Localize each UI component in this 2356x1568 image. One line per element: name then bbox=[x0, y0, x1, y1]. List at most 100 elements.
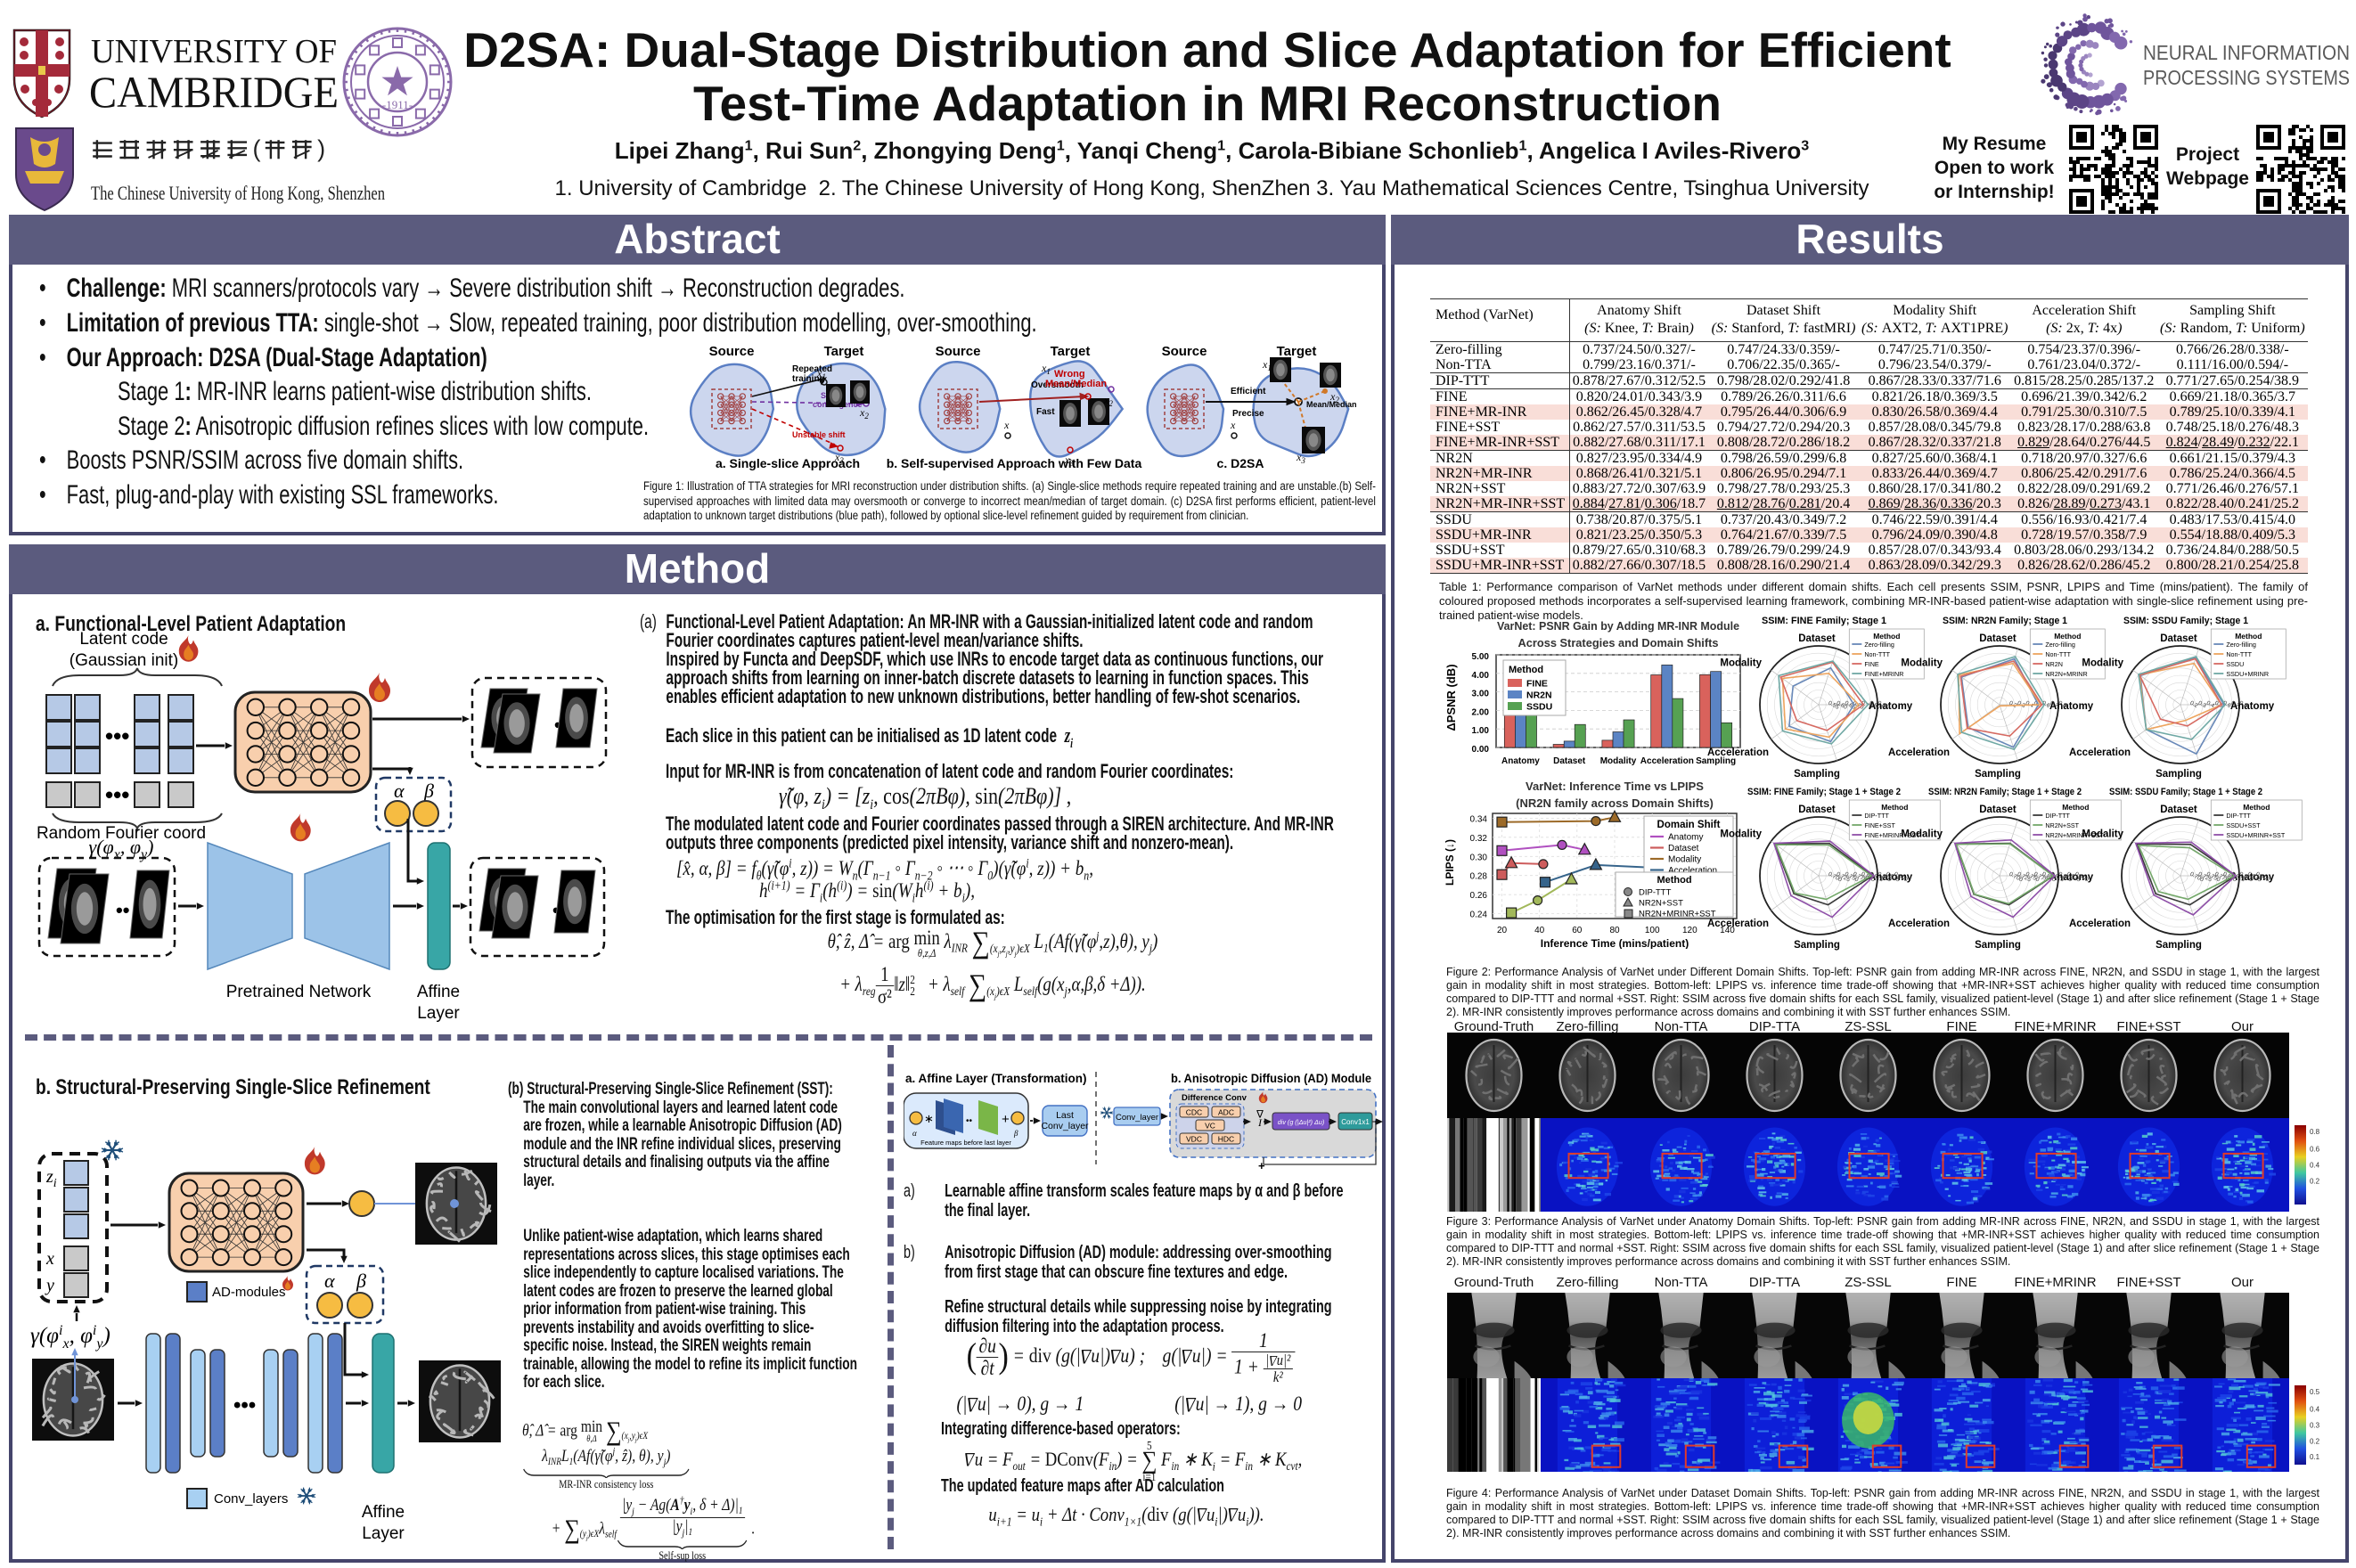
svg-text:0.8: 0.8 bbox=[2057, 700, 2068, 710]
svg-text:Acceleration: Acceleration bbox=[2069, 747, 2131, 758]
svg-text:SSIM: FINE Family; Stage 1: SSIM: FINE Family; Stage 1 bbox=[1762, 616, 1886, 626]
svg-text:VC: VC bbox=[1205, 1122, 1215, 1131]
svg-text:DIP-TTT: DIP-TTT bbox=[2045, 812, 2070, 820]
svg-text:Domain Shift: Domain Shift bbox=[1657, 820, 1721, 830]
svg-text:Target: Target bbox=[824, 345, 864, 359]
svg-text:Sampling: Sampling bbox=[2156, 769, 2202, 780]
svg-text:Dataset: Dataset bbox=[1553, 756, 1586, 766]
svg-text:div (g (|Δu|²) Δu): div (g (|Δu|²) Δu) bbox=[1278, 1118, 1325, 1126]
svg-text:2.00: 2.00 bbox=[1472, 707, 1490, 717]
svg-text:Δ: Δ bbox=[1256, 1107, 1264, 1120]
svg-text:Dataset: Dataset bbox=[2160, 804, 2197, 815]
svg-text:Acceleration: Acceleration bbox=[2069, 919, 2131, 929]
svg-text:NR2N: NR2N bbox=[2045, 660, 2063, 668]
svg-text:Mean/Median: Mean/Median bbox=[1045, 379, 1107, 389]
svg-text:Dataset: Dataset bbox=[1979, 804, 2017, 815]
svg-text:5.00: 5.00 bbox=[1472, 652, 1490, 662]
svg-text:Anatomy: Anatomy bbox=[1668, 833, 1703, 843]
svg-text:80: 80 bbox=[1609, 926, 1620, 935]
svg-text:UNIVERSITY OF: UNIVERSITY OF bbox=[91, 33, 337, 70]
svg-text:a. Affine Layer (Transformatio: a. Affine Layer (Transformation) bbox=[905, 1072, 1087, 1085]
svg-text:SSIM: SSDU Family; Stage 1: SSIM: SSDU Family; Stage 1 bbox=[2123, 616, 2248, 626]
svg-text:b. Self-supervised Approach wi: b. Self-supervised Approach with Few Dat… bbox=[887, 456, 1142, 470]
svg-text:NR2N+MRINR+SST: NR2N+MRINR+SST bbox=[1639, 910, 1716, 919]
svg-text:FINE: FINE bbox=[1526, 679, 1548, 690]
svg-text:DIP-TTT: DIP-TTT bbox=[1864, 812, 1889, 820]
svg-text:NR2N: NR2N bbox=[1526, 690, 1552, 701]
svg-text:Acceleration: Acceleration bbox=[1888, 747, 1950, 758]
svg-text:Unstable shift: Unstable shift bbox=[792, 430, 846, 439]
svg-text:): ) bbox=[317, 135, 325, 162]
svg-text:Zero-filling: Zero-filling bbox=[1864, 641, 1894, 649]
svg-text:Method: Method bbox=[1873, 632, 1900, 641]
svg-text:Anatomy: Anatomy bbox=[1869, 872, 1913, 883]
svg-text:Source: Source bbox=[936, 345, 981, 359]
svg-text:60: 60 bbox=[1572, 926, 1583, 935]
svg-text:Oversmooth: Oversmooth bbox=[1031, 380, 1084, 390]
svg-text:Modality: Modality bbox=[1720, 829, 1762, 839]
svg-text:x3: x3 bbox=[834, 451, 844, 465]
svg-text:I: I bbox=[1257, 1116, 1263, 1129]
svg-text:Layer: Layer bbox=[417, 1004, 460, 1023]
svg-text:0.2: 0.2 bbox=[2310, 1177, 2320, 1185]
svg-text:Method: Method bbox=[1509, 665, 1543, 675]
svg-text:Acceleration: Acceleration bbox=[1707, 747, 1769, 758]
svg-text:Method: Method bbox=[2054, 632, 2081, 641]
svg-text:Wrong: Wrong bbox=[1054, 369, 1085, 380]
svg-text:(NR2N family across Domain Shi: (NR2N family across Domain Shifts) bbox=[1516, 796, 1714, 810]
svg-text:SSDU+MRINR+SST: SSDU+MRINR+SST bbox=[2226, 831, 2286, 839]
svg-text:β: β bbox=[1013, 1129, 1018, 1138]
svg-text:0.2: 0.2 bbox=[2188, 700, 2199, 710]
svg-text:Fast: Fast bbox=[1036, 407, 1055, 417]
svg-text:•••: ••• bbox=[105, 781, 129, 808]
svg-text:y: y bbox=[45, 1276, 54, 1295]
svg-text:Sampling: Sampling bbox=[1975, 940, 2021, 951]
svg-text:Repeated: Repeated bbox=[792, 364, 832, 374]
svg-text:Method: Method bbox=[2235, 632, 2262, 641]
svg-text:FINE+MRINR: FINE+MRINR bbox=[1864, 670, 1903, 678]
svg-text:zi: zi bbox=[45, 1167, 57, 1190]
svg-text:SSIM: NR2N Family; Stage 1: SSIM: NR2N Family; Stage 1 bbox=[1943, 616, 2067, 626]
svg-text:Method: Method bbox=[1881, 803, 1908, 812]
svg-text:Inference Time (mins/patient): Inference Time (mins/patient) bbox=[1541, 937, 1689, 949]
svg-text:LPIPS (↓): LPIPS (↓) bbox=[1444, 839, 1456, 886]
svg-text:Anatomy: Anatomy bbox=[1869, 701, 1913, 712]
svg-text:Anatomy: Anatomy bbox=[2049, 872, 2094, 883]
svg-text:x: x bbox=[1003, 419, 1010, 431]
svg-text:Modality: Modality bbox=[2082, 829, 2123, 839]
svg-text:0.8: 0.8 bbox=[2310, 1128, 2320, 1136]
svg-text:Acceleration: Acceleration bbox=[1888, 919, 1950, 929]
svg-text:x1: x1 bbox=[816, 367, 826, 381]
svg-text:x3: x3 bbox=[1064, 453, 1074, 468]
svg-text:Method: Method bbox=[2062, 803, 2089, 812]
svg-text:Zero-filling: Zero-filling bbox=[2226, 641, 2256, 649]
svg-text:Non-TTT: Non-TTT bbox=[1864, 650, 1890, 658]
svg-text:Acceleration: Acceleration bbox=[1668, 866, 1717, 876]
svg-text:Conv_layer: Conv_layer bbox=[1041, 1121, 1089, 1131]
svg-text:AD-modules: AD-modules bbox=[212, 1285, 286, 1300]
svg-text:c. D2SA: c. D2SA bbox=[1217, 456, 1264, 470]
svg-text:0.2: 0.2 bbox=[2310, 1437, 2320, 1445]
svg-text:β: β bbox=[423, 780, 434, 802]
svg-text:0.3: 0.3 bbox=[2310, 1422, 2320, 1430]
svg-text:b. Anisotropic Diffusion (AD): b. Anisotropic Diffusion (AD) Module bbox=[1171, 1072, 1371, 1085]
svg-text:Layer: Layer bbox=[362, 1524, 405, 1543]
svg-text:Conv1x1: Conv1x1 bbox=[1341, 1118, 1370, 1126]
svg-text:x3: x3 bbox=[1296, 451, 1305, 465]
svg-text:Conv_layer: Conv_layer bbox=[1116, 1113, 1158, 1123]
svg-text:VDC: VDC bbox=[1186, 1135, 1202, 1144]
svg-text:FINE+SST: FINE+SST bbox=[1864, 821, 1895, 829]
svg-text:Dataset: Dataset bbox=[1668, 844, 1699, 853]
svg-text:0.24: 0.24 bbox=[1470, 911, 1488, 920]
svg-text:0.2: 0.2 bbox=[2008, 700, 2018, 710]
svg-text:CAMBRIDGE: CAMBRIDGE bbox=[89, 67, 339, 117]
svg-text:x: x bbox=[1230, 419, 1236, 431]
svg-text:Anatomy: Anatomy bbox=[2049, 701, 2094, 712]
svg-text:The Chinese University of Hong: The Chinese University of Hong Kong, She… bbox=[91, 182, 385, 204]
svg-text:Anatomy: Anatomy bbox=[1501, 756, 1540, 766]
svg-text:PROCESSING SYSTEMS: PROCESSING SYSTEMS bbox=[2143, 66, 2350, 89]
svg-text:••: •• bbox=[966, 1116, 973, 1126]
svg-text:Dataset: Dataset bbox=[2160, 633, 2197, 644]
svg-text:Latent code: Latent code bbox=[79, 630, 168, 649]
svg-text:Dataset: Dataset bbox=[1798, 633, 1836, 644]
